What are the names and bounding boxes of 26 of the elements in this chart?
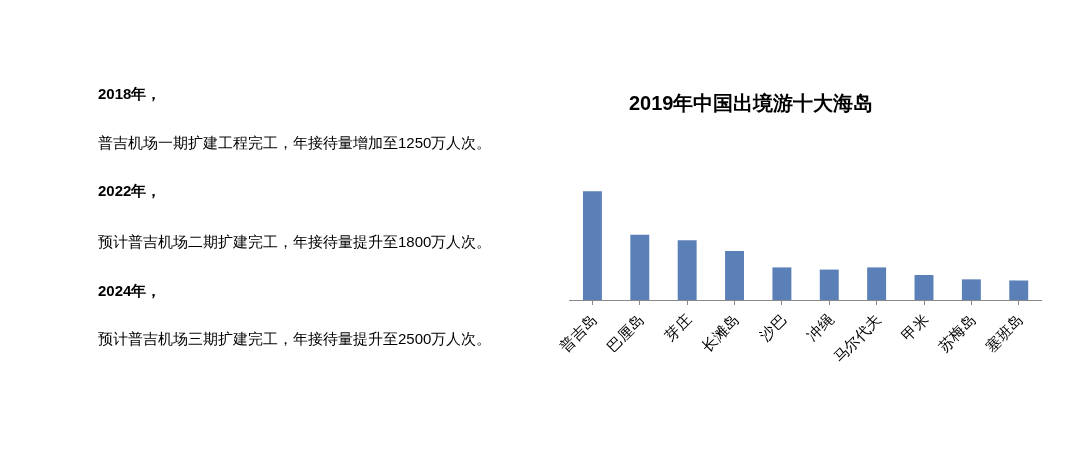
bar xyxy=(772,267,792,300)
text: 普吉机场一期扩建工程完工，年接待量增加至1250万人次。 xyxy=(98,134,492,151)
x-tick-label: 普吉岛 xyxy=(556,310,600,355)
text: 预计普吉机场三期扩建完工，年接待量提升至2500万人次。 xyxy=(98,330,492,347)
bar xyxy=(677,240,697,300)
x-tick-label: 长滩岛 xyxy=(698,310,742,355)
bar xyxy=(1009,280,1029,300)
text: 2018年， xyxy=(98,85,162,102)
x-tick-label: 沙巴 xyxy=(756,310,790,345)
bar xyxy=(914,275,934,300)
x-tick-label: 苏梅岛 xyxy=(934,310,979,355)
text: 2024年， xyxy=(98,282,162,299)
text: 预计普吉机场二期扩建完工，年接待量提升至1800万人次。 xyxy=(98,233,492,250)
x-tick-label: 塞班岛 xyxy=(982,310,1027,355)
x-tick-label: 甲米 xyxy=(898,310,932,345)
text: 2022年， xyxy=(98,182,162,199)
x-tick-label: 巴厘岛 xyxy=(603,310,648,355)
bar xyxy=(961,279,981,300)
bar xyxy=(582,191,602,300)
bar xyxy=(725,251,744,300)
x-tick-label: 芽庄 xyxy=(661,310,695,345)
x-tick-label: 冲绳 xyxy=(803,310,837,345)
bar xyxy=(867,267,887,300)
chart-title: 2019年中国出境游十大海岛 xyxy=(629,92,874,114)
bar xyxy=(819,269,839,300)
bar xyxy=(630,234,650,300)
